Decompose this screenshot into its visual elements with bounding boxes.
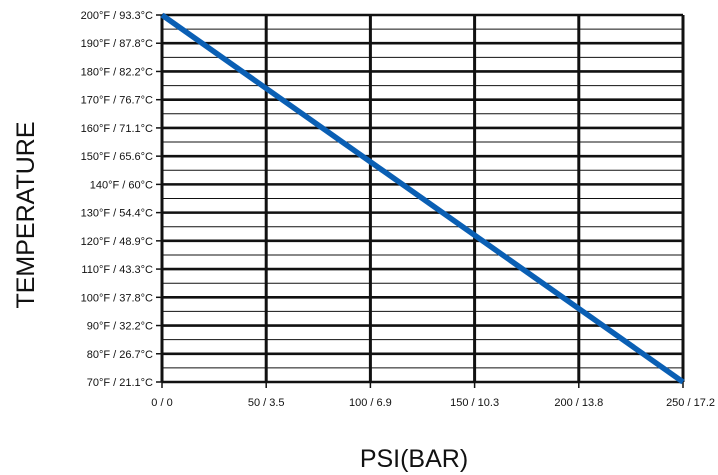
x-tick-label: 50 / 3.5 (248, 397, 285, 409)
y-tick-label: 150°F / 65.6°C (81, 151, 153, 163)
x-axis-title: PSI(BAR) (360, 445, 468, 473)
y-tick-label: 80°F / 26.7°C (87, 349, 153, 361)
x-tick-label: 100 / 6.9 (349, 397, 392, 409)
grid (156, 13, 685, 388)
y-tick-label: 90°F / 32.2°C (87, 321, 153, 333)
y-tick-label: 120°F / 48.9°C (81, 236, 153, 248)
y-tick-label: 140°F / 60°C (90, 179, 153, 191)
y-tick-label: 200°F / 93.3°C (81, 10, 153, 22)
x-tick-label: 250 / 17.2 (666, 397, 715, 409)
y-tick-label: 130°F / 54.4°C (81, 208, 153, 220)
y-tick-label: 110°F / 43.3°C (81, 264, 153, 276)
x-tick-label: 150 / 10.3 (450, 397, 499, 409)
x-tick-label: 0 / 0 (151, 397, 172, 409)
y-tick-label: 170°F / 76.7°C (81, 95, 153, 107)
y-tick-label: 160°F / 71.1°C (81, 123, 153, 135)
y-tick-label: 190°F / 87.8°C (81, 38, 153, 50)
y-tick-label: 70°F / 21.1°C (87, 377, 153, 389)
y-tick-label: 100°F / 37.8°C (81, 292, 153, 304)
y-axis-title: TEMPERATURE (12, 121, 40, 308)
series-group (160, 12, 685, 385)
x-tick-label: 200 / 13.8 (554, 397, 603, 409)
pressure-temperature-line (160, 12, 685, 385)
x-tick-labels: 0 / 0 50 / 3.5 100 / 6.9 150 / 10.3 200 / 13… (151, 397, 715, 409)
y-tick-labels: 70°F / 21.1°C 80°F / 26.7°C 90°F / 32.2°C 1… (81, 10, 153, 389)
y-tick-label: 180°F / 82.2°C (81, 66, 153, 78)
